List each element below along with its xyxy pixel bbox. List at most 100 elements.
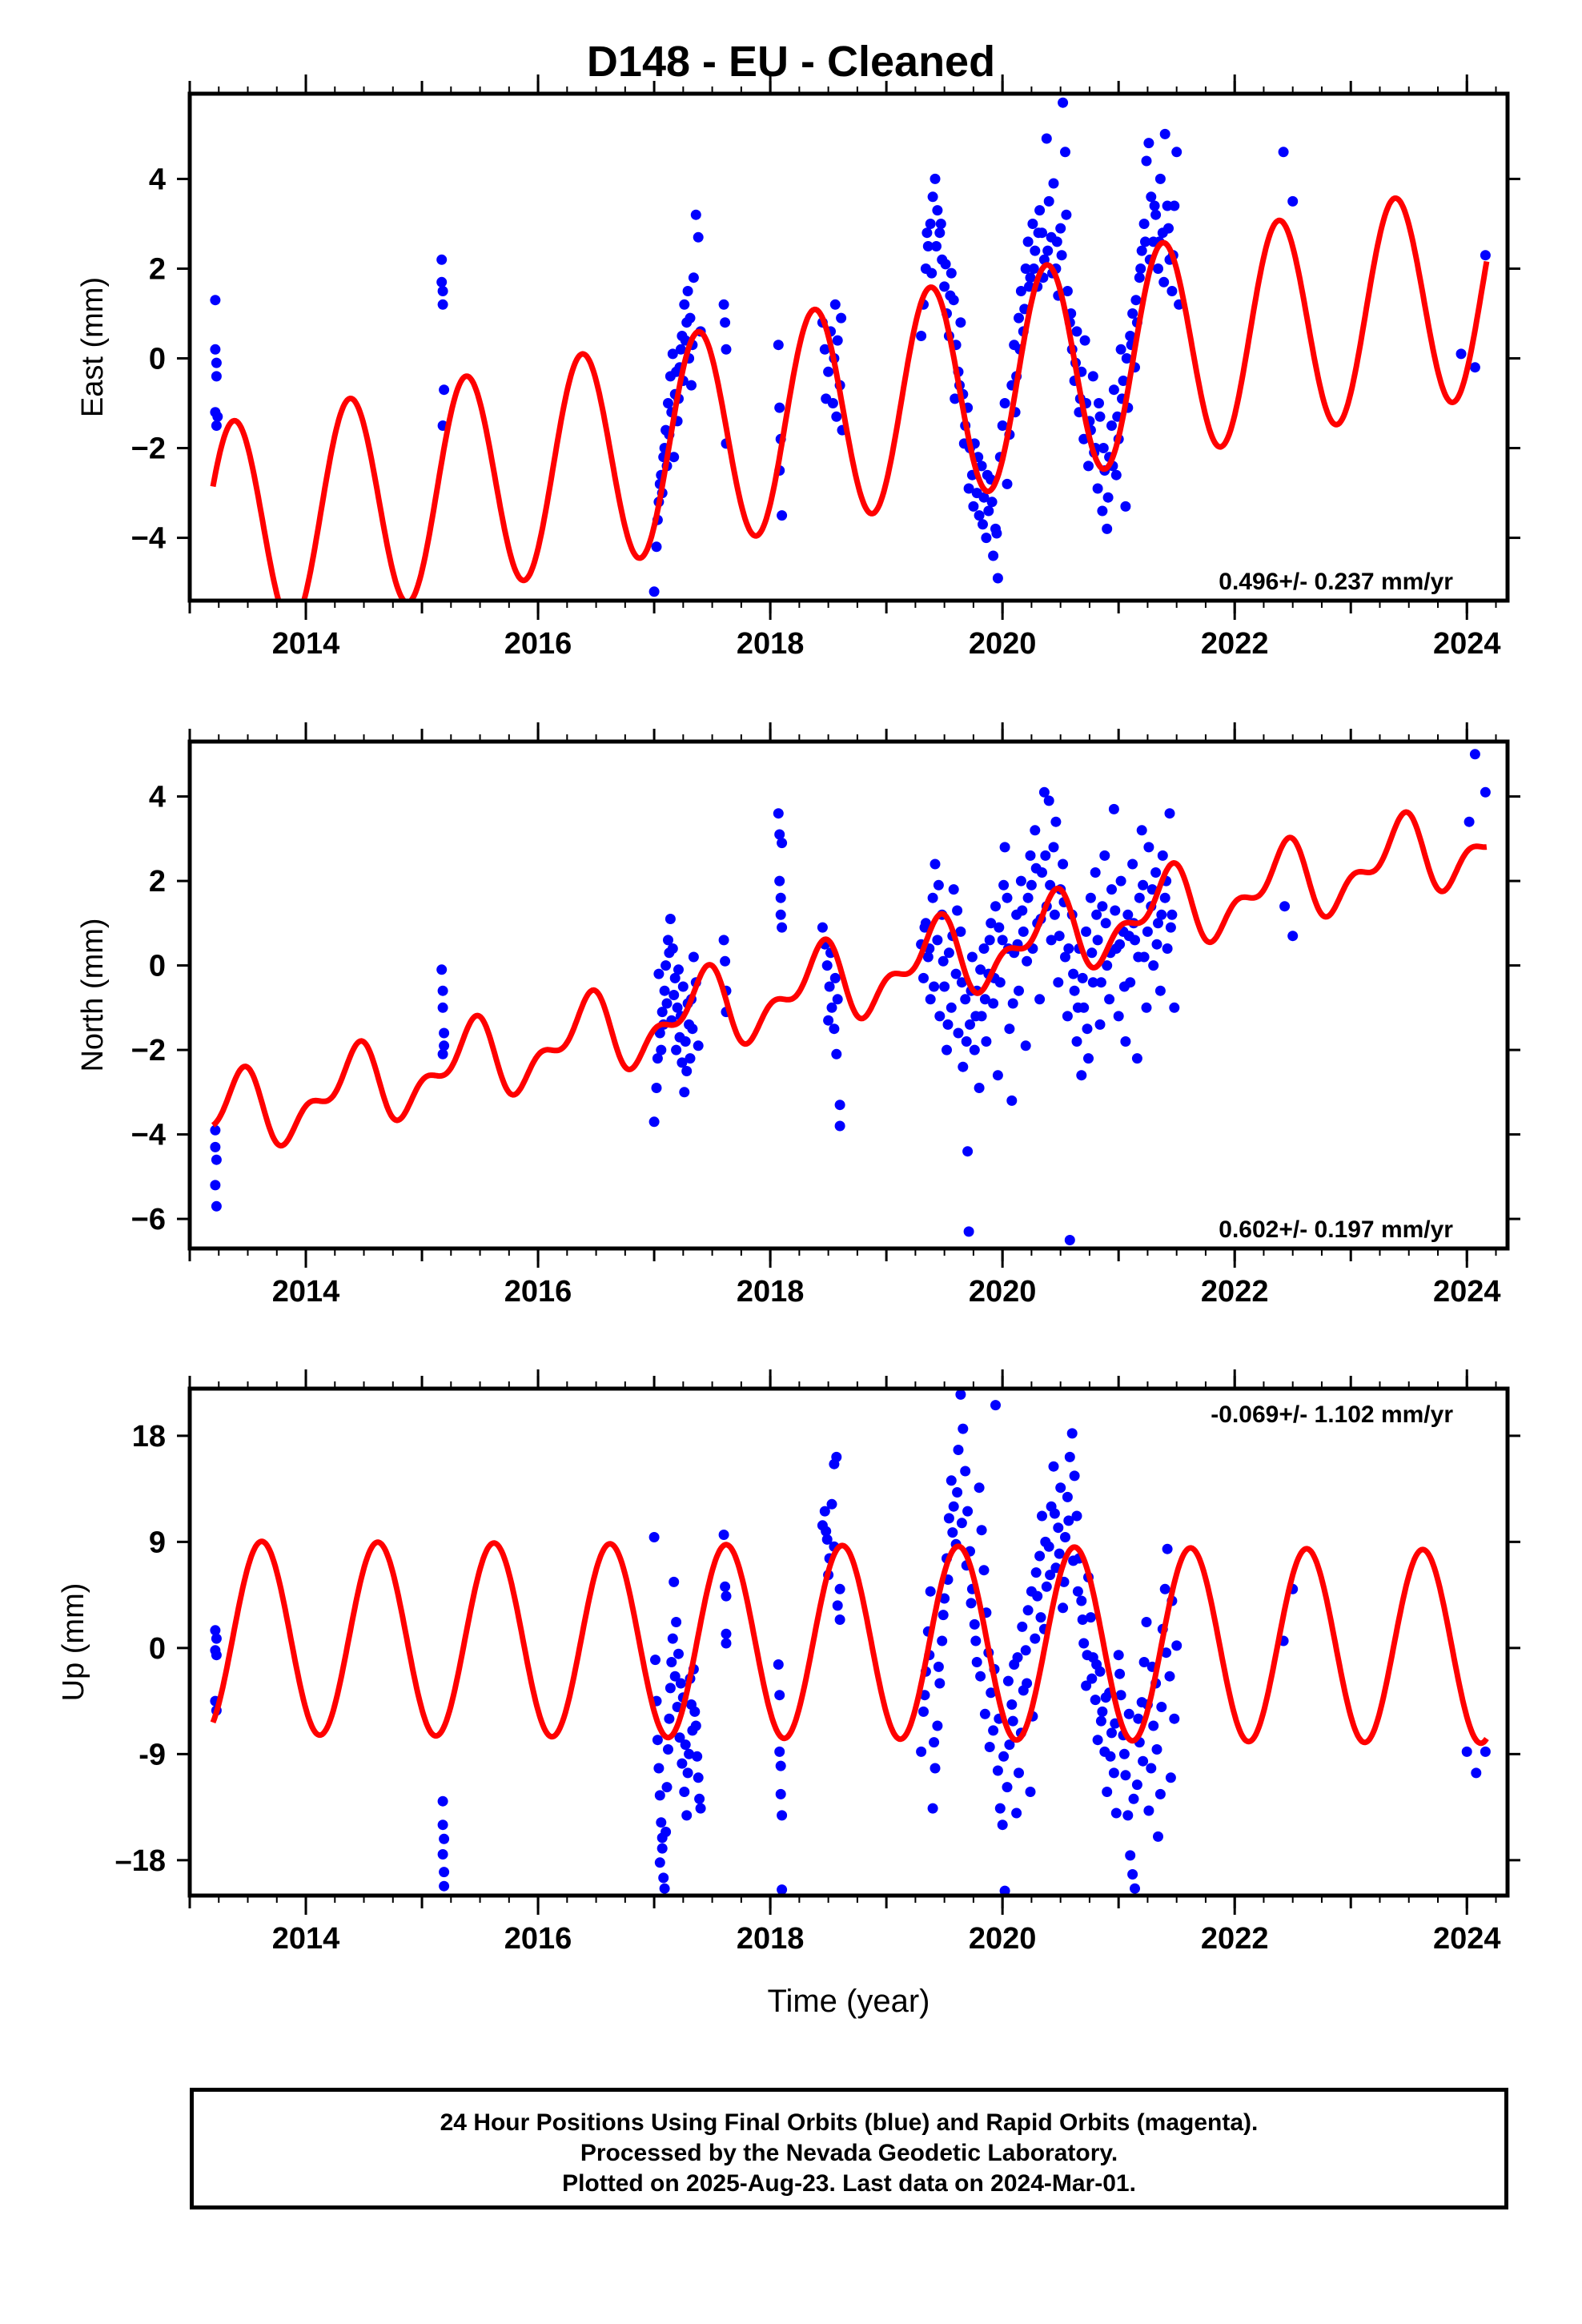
x-tick-label: 2016 xyxy=(504,1922,572,1956)
data-point xyxy=(1048,842,1059,853)
data-point xyxy=(669,1576,680,1587)
data-point xyxy=(1105,1751,1116,1762)
data-point xyxy=(1030,1567,1042,1578)
data-point xyxy=(687,1725,698,1736)
data-point xyxy=(979,994,990,1005)
data-point xyxy=(1022,1605,1034,1616)
data-point xyxy=(1150,209,1162,220)
data-point xyxy=(1464,816,1475,827)
data-point xyxy=(979,1708,990,1719)
data-point xyxy=(648,1116,660,1128)
data-point xyxy=(1120,1036,1131,1047)
data-point xyxy=(437,1819,448,1831)
data-point xyxy=(1127,858,1138,870)
data-point xyxy=(1002,892,1013,903)
data-point xyxy=(1165,922,1176,933)
data-point xyxy=(925,219,936,229)
data-point xyxy=(1082,1650,1093,1661)
data-point xyxy=(1030,825,1041,836)
data-point xyxy=(665,914,676,924)
data-point xyxy=(672,1002,683,1013)
data-point xyxy=(1471,1767,1482,1779)
data-point xyxy=(1040,1536,1051,1547)
data-point xyxy=(948,1501,959,1512)
data-point xyxy=(777,1810,788,1821)
data-point xyxy=(1165,1772,1176,1783)
data-point xyxy=(1040,850,1051,861)
data-point xyxy=(437,1048,448,1059)
data-point xyxy=(1064,1451,1075,1462)
y-tick-label: –18 xyxy=(115,1844,166,1878)
plot-area xyxy=(210,749,1491,1245)
data-point xyxy=(834,1120,845,1132)
data-point xyxy=(211,420,222,431)
y-tick-label: -9 xyxy=(139,1738,166,1771)
data-point xyxy=(721,1638,732,1649)
data-point xyxy=(829,1023,840,1035)
data-point xyxy=(663,1744,673,1755)
x-tick-label: 2014 xyxy=(272,627,340,661)
data-point xyxy=(974,510,985,521)
data-point xyxy=(994,1803,1006,1814)
data-point xyxy=(1018,926,1029,937)
data-point xyxy=(439,1880,450,1892)
data-point xyxy=(1048,178,1059,189)
footer-line-1: 24 Hour Positions Using Final Orbits (bl… xyxy=(440,2109,1259,2136)
data-point xyxy=(1094,411,1106,422)
data-point xyxy=(1102,523,1113,534)
data-point xyxy=(988,550,999,561)
data-point xyxy=(997,420,1008,431)
data-point xyxy=(952,1487,963,1498)
data-point xyxy=(680,1036,691,1047)
data-point xyxy=(1480,250,1491,261)
data-point xyxy=(1469,362,1480,373)
data-point xyxy=(654,1027,665,1039)
data-point xyxy=(940,259,951,270)
data-point xyxy=(1156,1702,1167,1712)
data-point xyxy=(1120,1770,1131,1781)
data-point xyxy=(1143,842,1154,853)
data-point xyxy=(1046,935,1057,946)
data-point xyxy=(1159,128,1170,139)
data-point xyxy=(958,1061,969,1072)
data-point xyxy=(1106,884,1117,895)
data-point xyxy=(1063,943,1074,954)
plot-area xyxy=(210,97,1491,601)
data-point xyxy=(978,492,990,503)
data-point xyxy=(1153,1831,1163,1842)
data-point xyxy=(688,272,699,283)
data-point xyxy=(689,1706,701,1717)
data-point xyxy=(927,191,938,203)
data-point xyxy=(1127,308,1138,319)
data-point xyxy=(439,1027,450,1039)
data-point xyxy=(1060,147,1070,158)
data-point xyxy=(1143,138,1154,149)
data-point xyxy=(1104,994,1115,1005)
data-point xyxy=(686,380,697,391)
data-point xyxy=(1108,803,1119,814)
panel-2: 2014 2016 2018 2020 2022 2024 −6 −4 −2 0 2 4 North (… xyxy=(76,722,1520,1309)
data-point xyxy=(774,402,785,413)
data-point xyxy=(1007,1715,1018,1727)
data-point xyxy=(1136,245,1147,256)
x-tick-label: 2018 xyxy=(737,1275,805,1309)
data-point xyxy=(1053,977,1064,988)
data-point xyxy=(1086,1673,1098,1684)
footer-line-2: Processed by the Nevada Geodetic Laborat… xyxy=(580,2140,1118,2166)
plot-area xyxy=(210,1389,1491,1896)
data-point xyxy=(832,994,843,1005)
data-point xyxy=(918,972,929,983)
data-point xyxy=(998,1751,1010,1762)
y-tick-label: 0 xyxy=(149,950,166,983)
data-point xyxy=(1042,245,1054,256)
data-point xyxy=(1083,460,1094,472)
y-tick-label: −4 xyxy=(131,522,166,556)
data-point xyxy=(675,1678,686,1689)
panel-3: 2014 2016 2018 2020 2022 2024 –18 -9 0 9 18 Up (mm)… xyxy=(57,1369,1520,2019)
data-point xyxy=(656,1007,668,1018)
data-point xyxy=(439,1040,450,1051)
data-point xyxy=(1043,195,1054,207)
data-point xyxy=(1022,955,1033,967)
data-point xyxy=(1456,348,1467,360)
data-point xyxy=(1014,985,1024,996)
